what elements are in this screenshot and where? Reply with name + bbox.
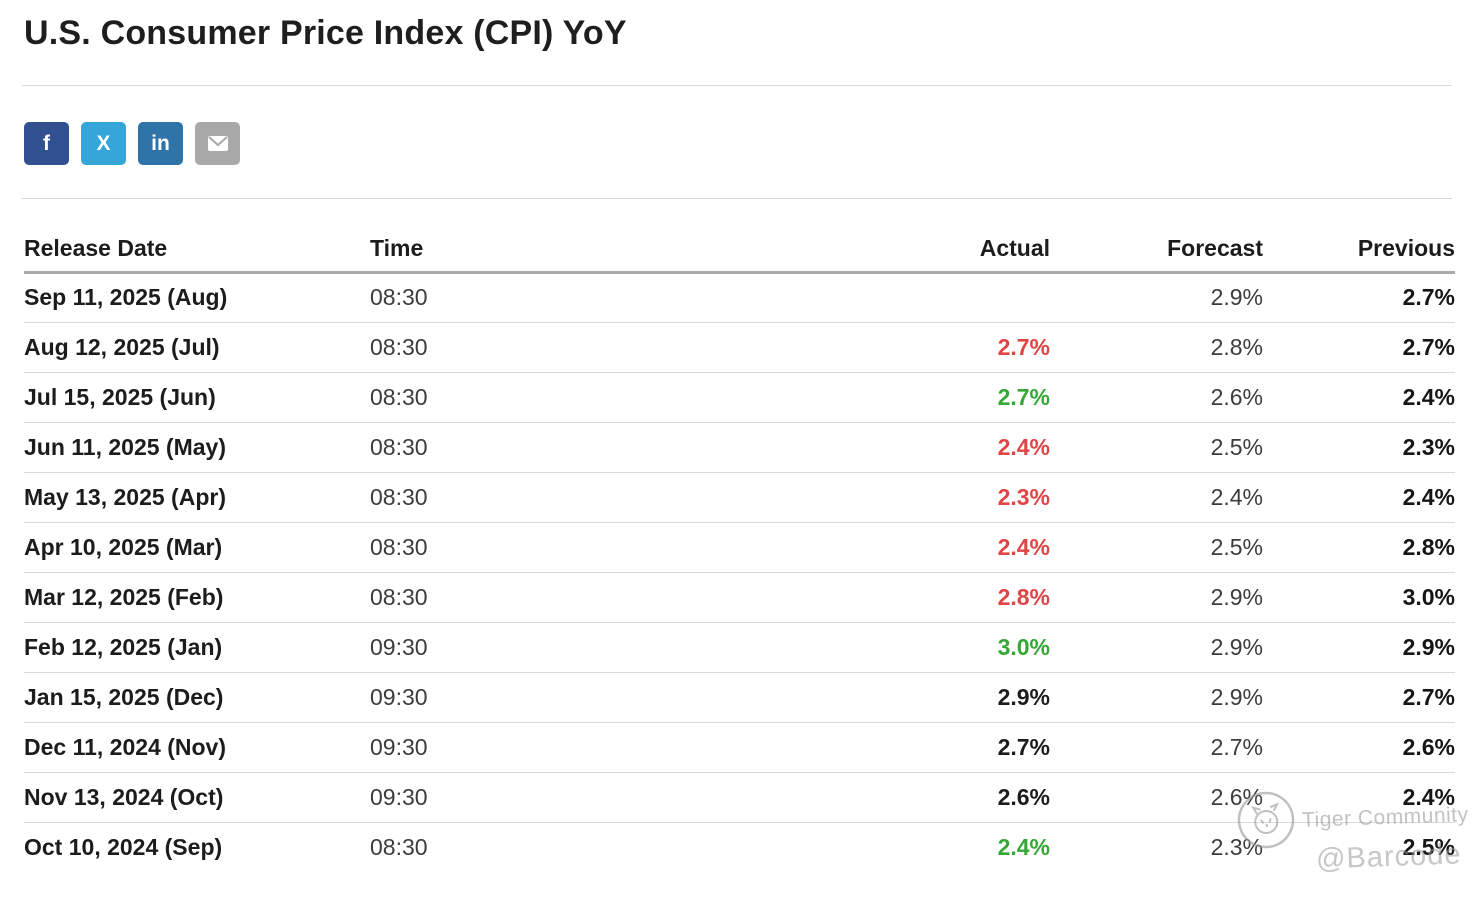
forecast-cell: 2.6%	[1050, 372, 1263, 423]
release-date-cell: May 13, 2025 (Apr)	[24, 472, 370, 523]
previous-cell: 2.3%	[1263, 422, 1455, 473]
previous-cell: 3.0%	[1263, 572, 1455, 623]
forecast-cell: 2.4%	[1050, 472, 1263, 523]
previous-cell: 2.4%	[1263, 472, 1455, 523]
time-cell: 08:30	[370, 272, 665, 323]
previous-cell: 2.6%	[1263, 722, 1455, 773]
header-release-date: Release Date	[24, 226, 370, 274]
actual-cell	[665, 272, 1050, 323]
actual-cell: 2.8%	[665, 572, 1050, 623]
time-cell: 09:30	[370, 622, 665, 673]
actual-cell: 2.9%	[665, 672, 1050, 723]
share-email-button[interactable]	[195, 122, 240, 165]
actual-cell: 2.7%	[665, 322, 1050, 373]
forecast-cell: 2.9%	[1050, 572, 1263, 623]
divider	[22, 198, 1452, 199]
table-header-row: Release Date Time Actual Forecast Previo…	[24, 226, 1455, 274]
divider	[22, 85, 1452, 86]
previous-cell: 2.5%	[1402, 833, 1455, 860]
actual-cell: 2.6%	[665, 772, 1050, 823]
previous-cell: 2.7%	[1263, 272, 1455, 323]
header-actual: Actual	[665, 226, 1050, 274]
forecast-cell: 2.5%	[1050, 422, 1263, 473]
table-row: Mar 12, 2025 (Feb) 08:30 2.8% 2.9% 3.0%	[24, 572, 1455, 623]
actual-cell: 2.4%	[997, 833, 1050, 860]
table-row: Jan 15, 2025 (Dec) 09:30 2.9% 2.9% 2.7%	[24, 672, 1455, 723]
x-icon: X	[96, 132, 111, 155]
share-toolbar: f X in	[24, 122, 1472, 165]
release-date-cell: Aug 12, 2025 (Jul)	[24, 322, 370, 373]
cpi-history-table: Release Date Time Actual Forecast Previo…	[24, 226, 1455, 872]
share-facebook-button[interactable]: f	[24, 122, 69, 165]
time-cell: 09:30	[370, 772, 665, 823]
time-cell: 08:30	[370, 422, 665, 473]
table-row: Oct 10, 2024 (Sep) 08:30 2.4% 2.3% 2.5%	[24, 822, 1455, 872]
email-icon	[207, 135, 229, 152]
time-cell: 08:30	[370, 372, 665, 423]
forecast-cell: 2.5%	[1050, 522, 1263, 573]
release-date-cell: Jan 15, 2025 (Dec)	[24, 672, 370, 723]
header-forecast: Forecast	[1050, 226, 1263, 274]
previous-cell: 2.9%	[1263, 622, 1455, 673]
time-cell: 09:30	[370, 672, 665, 723]
release-date-cell: Jul 15, 2025 (Jun)	[24, 372, 370, 423]
table-row: May 13, 2025 (Apr) 08:30 2.3% 2.4% 2.4%	[24, 472, 1455, 523]
header-previous: Previous	[1263, 226, 1455, 274]
release-date-cell: Mar 12, 2025 (Feb)	[24, 572, 370, 623]
time-cell: 08:30	[370, 833, 428, 860]
release-date-cell: Nov 13, 2024 (Oct)	[24, 772, 370, 823]
table-row: Jun 11, 2025 (May) 08:30 2.4% 2.5% 2.3%	[24, 422, 1455, 473]
previous-cell: 2.4%	[1263, 772, 1455, 823]
release-date-cell: Sep 11, 2025 (Aug)	[24, 272, 370, 323]
forecast-cell: 2.8%	[1050, 322, 1263, 373]
time-cell: 08:30	[370, 472, 665, 523]
actual-cell: 2.7%	[665, 722, 1050, 773]
release-date-cell: Oct 10, 2024 (Sep)	[24, 833, 223, 860]
share-x-button[interactable]: X	[81, 122, 126, 165]
actual-cell: 2.3%	[665, 472, 1050, 523]
previous-cell: 2.7%	[1263, 322, 1455, 373]
actual-cell: 2.4%	[665, 422, 1050, 473]
release-date-cell: Dec 11, 2024 (Nov)	[24, 722, 370, 773]
forecast-cell: 2.9%	[1050, 622, 1263, 673]
linkedin-icon: in	[151, 132, 170, 155]
table-row: Jul 15, 2025 (Jun) 08:30 2.7% 2.6% 2.4%	[24, 372, 1455, 423]
table-row: Apr 10, 2025 (Mar) 08:30 2.4% 2.5% 2.8%	[24, 522, 1455, 573]
forecast-cell: 2.3%	[1210, 833, 1263, 860]
release-date-cell: Jun 11, 2025 (May)	[24, 422, 370, 473]
previous-cell: 2.8%	[1263, 522, 1455, 573]
time-cell: 08:30	[370, 572, 665, 623]
actual-cell: 2.4%	[665, 522, 1050, 573]
header-time: Time	[370, 226, 665, 274]
table-row: Nov 13, 2024 (Oct) 09:30 2.6% 2.6% 2.4%	[24, 772, 1455, 823]
time-cell: 08:30	[370, 322, 665, 373]
forecast-cell: 2.9%	[1050, 272, 1263, 323]
share-linkedin-button[interactable]: in	[138, 122, 183, 165]
actual-cell: 3.0%	[665, 622, 1050, 673]
time-cell: 09:30	[370, 722, 665, 773]
table-row: Dec 11, 2024 (Nov) 09:30 2.7% 2.7% 2.6%	[24, 722, 1455, 773]
page-title: U.S. Consumer Price Index (CPI) YoY	[24, 14, 627, 52]
forecast-cell: 2.7%	[1050, 722, 1263, 773]
release-date-cell: Apr 10, 2025 (Mar)	[24, 522, 370, 573]
table-row: Feb 12, 2025 (Jan) 09:30 3.0% 2.9% 2.9%	[24, 622, 1455, 673]
table-row: Sep 11, 2025 (Aug) 08:30 2.9% 2.7%	[24, 272, 1455, 323]
forecast-cell: 2.6%	[1050, 772, 1263, 823]
release-date-cell: Feb 12, 2025 (Jan)	[24, 622, 370, 673]
time-cell: 08:30	[370, 522, 665, 573]
previous-cell: 2.4%	[1263, 372, 1455, 423]
table-row: Aug 12, 2025 (Jul) 08:30 2.7% 2.8% 2.7%	[24, 322, 1455, 373]
forecast-cell: 2.9%	[1050, 672, 1263, 723]
actual-cell: 2.7%	[665, 372, 1050, 423]
previous-cell: 2.7%	[1263, 672, 1455, 723]
facebook-icon: f	[43, 132, 50, 155]
